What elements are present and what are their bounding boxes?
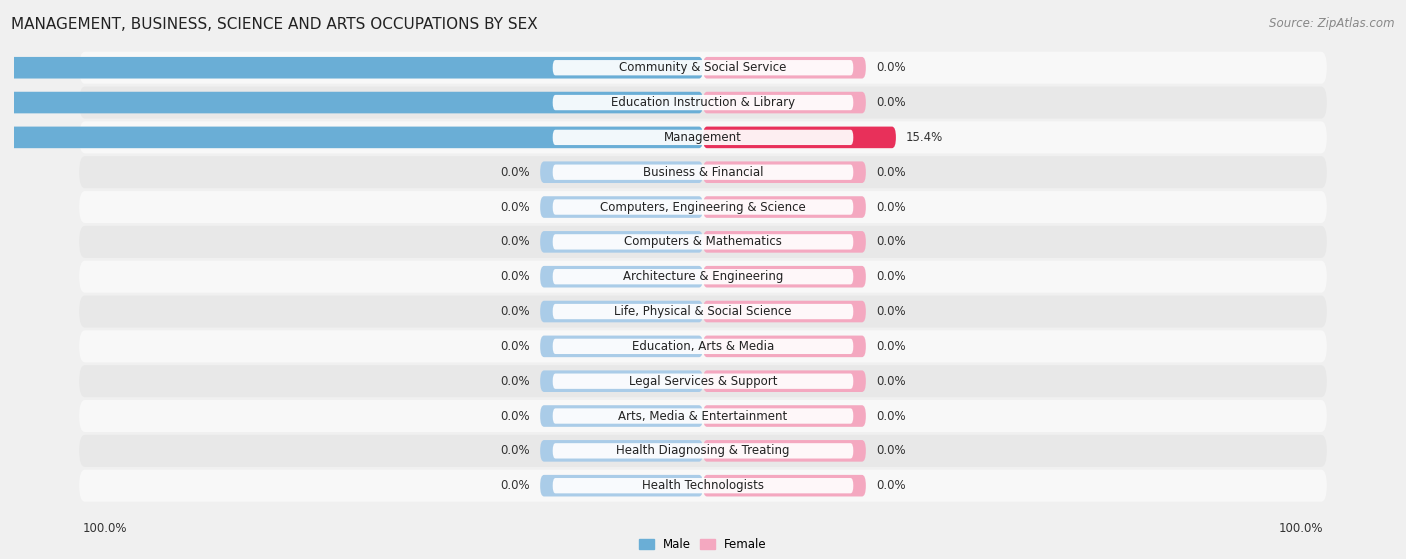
Text: Source: ZipAtlas.com: Source: ZipAtlas.com xyxy=(1270,17,1395,30)
FancyBboxPatch shape xyxy=(703,162,866,183)
FancyBboxPatch shape xyxy=(0,126,703,148)
FancyBboxPatch shape xyxy=(553,130,853,145)
Text: Health Diagnosing & Treating: Health Diagnosing & Treating xyxy=(616,444,790,457)
FancyBboxPatch shape xyxy=(703,92,866,113)
Text: 0.0%: 0.0% xyxy=(876,479,905,492)
FancyBboxPatch shape xyxy=(703,57,866,78)
Text: 0.0%: 0.0% xyxy=(876,61,905,74)
FancyBboxPatch shape xyxy=(703,231,866,253)
FancyBboxPatch shape xyxy=(703,196,866,218)
FancyBboxPatch shape xyxy=(540,301,703,323)
FancyBboxPatch shape xyxy=(540,266,703,287)
FancyBboxPatch shape xyxy=(79,51,1327,84)
Text: MANAGEMENT, BUSINESS, SCIENCE AND ARTS OCCUPATIONS BY SEX: MANAGEMENT, BUSINESS, SCIENCE AND ARTS O… xyxy=(11,17,538,32)
FancyBboxPatch shape xyxy=(553,443,853,458)
Legend: Male, Female: Male, Female xyxy=(634,534,772,556)
FancyBboxPatch shape xyxy=(553,60,853,75)
FancyBboxPatch shape xyxy=(79,400,1327,432)
Text: 0.0%: 0.0% xyxy=(876,96,905,109)
FancyBboxPatch shape xyxy=(540,475,703,496)
FancyBboxPatch shape xyxy=(79,121,1327,153)
Text: 0.0%: 0.0% xyxy=(876,375,905,388)
FancyBboxPatch shape xyxy=(553,95,853,110)
Text: Computers & Mathematics: Computers & Mathematics xyxy=(624,235,782,248)
Text: Education, Arts & Media: Education, Arts & Media xyxy=(631,340,775,353)
FancyBboxPatch shape xyxy=(79,435,1327,467)
FancyBboxPatch shape xyxy=(553,339,853,354)
FancyBboxPatch shape xyxy=(703,335,866,357)
FancyBboxPatch shape xyxy=(79,470,1327,502)
FancyBboxPatch shape xyxy=(703,266,866,287)
FancyBboxPatch shape xyxy=(79,226,1327,258)
FancyBboxPatch shape xyxy=(79,156,1327,188)
FancyBboxPatch shape xyxy=(553,200,853,215)
Text: 0.0%: 0.0% xyxy=(876,340,905,353)
FancyBboxPatch shape xyxy=(703,301,866,323)
Text: 0.0%: 0.0% xyxy=(876,270,905,283)
Text: 0.0%: 0.0% xyxy=(876,201,905,214)
FancyBboxPatch shape xyxy=(540,440,703,462)
Text: 0.0%: 0.0% xyxy=(501,340,530,353)
Text: 0.0%: 0.0% xyxy=(501,375,530,388)
FancyBboxPatch shape xyxy=(703,405,866,427)
FancyBboxPatch shape xyxy=(79,296,1327,328)
FancyBboxPatch shape xyxy=(553,409,853,424)
Text: Arts, Media & Entertainment: Arts, Media & Entertainment xyxy=(619,410,787,423)
FancyBboxPatch shape xyxy=(79,87,1327,119)
FancyBboxPatch shape xyxy=(540,162,703,183)
Text: Life, Physical & Social Science: Life, Physical & Social Science xyxy=(614,305,792,318)
FancyBboxPatch shape xyxy=(703,126,896,148)
FancyBboxPatch shape xyxy=(0,57,703,78)
Text: 100.0%: 100.0% xyxy=(1278,522,1323,536)
FancyBboxPatch shape xyxy=(79,365,1327,397)
FancyBboxPatch shape xyxy=(79,330,1327,362)
Text: Computers, Engineering & Science: Computers, Engineering & Science xyxy=(600,201,806,214)
FancyBboxPatch shape xyxy=(553,234,853,249)
Text: 0.0%: 0.0% xyxy=(501,270,530,283)
Text: 0.0%: 0.0% xyxy=(876,410,905,423)
Text: 0.0%: 0.0% xyxy=(501,305,530,318)
FancyBboxPatch shape xyxy=(540,335,703,357)
Text: 0.0%: 0.0% xyxy=(501,201,530,214)
Text: Architecture & Engineering: Architecture & Engineering xyxy=(623,270,783,283)
Text: 0.0%: 0.0% xyxy=(501,165,530,179)
FancyBboxPatch shape xyxy=(553,164,853,180)
Text: 0.0%: 0.0% xyxy=(501,444,530,457)
FancyBboxPatch shape xyxy=(540,196,703,218)
FancyBboxPatch shape xyxy=(553,478,853,494)
FancyBboxPatch shape xyxy=(79,260,1327,293)
Text: 0.0%: 0.0% xyxy=(876,165,905,179)
Text: 0.0%: 0.0% xyxy=(876,235,905,248)
FancyBboxPatch shape xyxy=(540,371,703,392)
FancyBboxPatch shape xyxy=(703,440,866,462)
Text: 0.0%: 0.0% xyxy=(501,235,530,248)
FancyBboxPatch shape xyxy=(0,92,703,113)
Text: Health Technologists: Health Technologists xyxy=(643,479,763,492)
Text: 0.0%: 0.0% xyxy=(876,305,905,318)
FancyBboxPatch shape xyxy=(553,269,853,285)
Text: Community & Social Service: Community & Social Service xyxy=(619,61,787,74)
FancyBboxPatch shape xyxy=(703,371,866,392)
Text: 0.0%: 0.0% xyxy=(501,410,530,423)
Text: Business & Financial: Business & Financial xyxy=(643,165,763,179)
Text: Management: Management xyxy=(664,131,742,144)
Text: Legal Services & Support: Legal Services & Support xyxy=(628,375,778,388)
Text: 15.4%: 15.4% xyxy=(905,131,943,144)
FancyBboxPatch shape xyxy=(79,191,1327,223)
Text: 0.0%: 0.0% xyxy=(876,444,905,457)
FancyBboxPatch shape xyxy=(540,231,703,253)
Text: Education Instruction & Library: Education Instruction & Library xyxy=(612,96,794,109)
FancyBboxPatch shape xyxy=(553,373,853,389)
FancyBboxPatch shape xyxy=(540,405,703,427)
Text: 100.0%: 100.0% xyxy=(83,522,128,536)
FancyBboxPatch shape xyxy=(553,304,853,319)
Text: 0.0%: 0.0% xyxy=(501,479,530,492)
FancyBboxPatch shape xyxy=(703,475,866,496)
